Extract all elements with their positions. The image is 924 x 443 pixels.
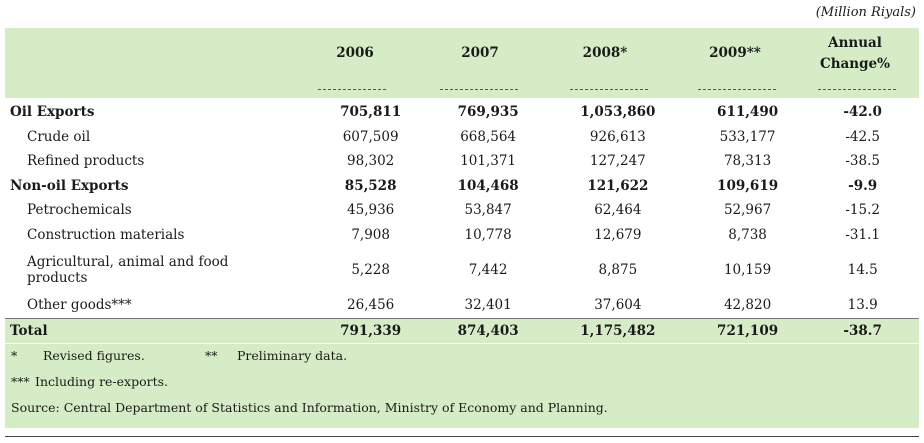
cell-change: -31.1 bbox=[845, 226, 880, 243]
unit-note: (Million Riyals) bbox=[815, 5, 916, 20]
cell-2009: 109,619 bbox=[717, 177, 779, 194]
cell-2006: 45,936 bbox=[347, 202, 395, 219]
cell-2008: 1,175,482 bbox=[546, 318, 689, 343]
exports-table: Oil Exports 705,811 769,935 1,053,860 61… bbox=[5, 100, 919, 343]
row-label: Other goods*** bbox=[27, 297, 132, 314]
table-row-non-oil-exports: Non-oil Exports 85,528 104,468 121,622 1… bbox=[5, 174, 919, 199]
cell-2007: 874,403 bbox=[429, 318, 547, 343]
column-header-change-line1: Annual bbox=[828, 35, 882, 51]
cell-2006: 7,908 bbox=[351, 226, 390, 243]
cell-change: -38.5 bbox=[845, 153, 880, 170]
cell-2006: 5,228 bbox=[351, 262, 390, 278]
cell-2006: 705,811 bbox=[340, 104, 402, 121]
cell-2009: 52,967 bbox=[723, 202, 772, 219]
cell-change: -15.2 bbox=[845, 202, 880, 219]
cell-2009: 721,109 bbox=[688, 318, 807, 343]
footnote-reexports-mark: *** bbox=[11, 374, 30, 389]
cell-change: -42.5 bbox=[845, 128, 880, 145]
column-header-2006: 2006 bbox=[336, 45, 374, 61]
header-dash-2007 bbox=[440, 89, 518, 90]
table-row-petrochemicals: Petrochemicals 45,936 53,847 62,464 52,9… bbox=[5, 198, 919, 223]
footnote-prelim-text: Preliminary data. bbox=[237, 348, 348, 363]
row-label: Oil Exports bbox=[10, 104, 95, 121]
row-label-line1: Agricultural, animal and food bbox=[27, 254, 229, 270]
footnote-revised-text: Revised figures. bbox=[43, 348, 145, 363]
table-row-construction-materials: Construction materials 7,908 10,778 12,6… bbox=[5, 223, 919, 248]
footnote-revised-mark: * bbox=[11, 348, 18, 363]
column-header-2009: 2009** bbox=[709, 45, 761, 61]
header-dash-2006 bbox=[318, 89, 386, 90]
column-header-2007: 2007 bbox=[461, 45, 499, 61]
table-header-band bbox=[5, 28, 919, 98]
footnote-prelim-mark: ** bbox=[205, 348, 218, 363]
cell-2007: 53,847 bbox=[464, 202, 512, 219]
cell-2006: 26,456 bbox=[347, 297, 395, 314]
row-label: Construction materials bbox=[27, 226, 185, 243]
cell-2009: 8,738 bbox=[728, 226, 767, 243]
row-label: Refined products bbox=[27, 153, 145, 170]
cell-2007: 101,371 bbox=[460, 153, 517, 170]
cell-2008: 12,679 bbox=[594, 226, 642, 243]
cell-2006: 85,528 bbox=[344, 177, 397, 194]
cell-2007: 104,468 bbox=[457, 177, 519, 194]
cell-2006: 98,302 bbox=[347, 153, 395, 170]
cell-2008: 8,875 bbox=[598, 262, 638, 278]
cell-2008: 926,613 bbox=[589, 128, 646, 145]
row-label: Total bbox=[5, 318, 312, 343]
column-header-2008: 2008* bbox=[582, 45, 628, 61]
bottom-rule bbox=[5, 436, 919, 437]
row-label: Agricultural, animal and food products bbox=[5, 247, 312, 293]
cell-2008: 121,622 bbox=[587, 177, 649, 194]
cell-2007: 10,778 bbox=[464, 226, 512, 243]
cell-2006: 791,339 bbox=[311, 318, 430, 343]
cell-2008: 127,247 bbox=[589, 153, 646, 170]
header-dash-2008 bbox=[570, 89, 648, 90]
row-label-line2: products bbox=[27, 270, 88, 286]
table-row-total: Total 791,339 874,403 1,175,482 721,109 … bbox=[5, 318, 919, 343]
header-dash-2009 bbox=[698, 89, 776, 90]
cell-2008: 62,464 bbox=[594, 202, 642, 219]
column-header-change-line2: Change% bbox=[820, 56, 890, 72]
cell-change: -9.9 bbox=[848, 177, 878, 194]
footnotes-band: * Revised figures. ** Preliminary data. … bbox=[5, 344, 919, 428]
cell-2007: 7,442 bbox=[468, 262, 508, 278]
row-label: Non-oil Exports bbox=[10, 177, 129, 194]
cell-2006: 607,509 bbox=[342, 128, 399, 145]
cell-2009: 10,159 bbox=[723, 262, 772, 278]
cell-change: -42.0 bbox=[843, 104, 882, 121]
cell-change: 13.9 bbox=[847, 297, 878, 314]
footnote-reexports-text: Including re-exports. bbox=[35, 374, 169, 389]
table-row-oil-exports: Oil Exports 705,811 769,935 1,053,860 61… bbox=[5, 100, 919, 125]
cell-2009: 611,490 bbox=[717, 104, 779, 121]
row-label: Petrochemicals bbox=[27, 202, 132, 219]
footnote-source: Source: Central Department of Statistics… bbox=[11, 400, 608, 415]
cell-change: -38.7 bbox=[806, 318, 919, 343]
cell-2009: 42,820 bbox=[723, 297, 772, 314]
cell-2007: 32,401 bbox=[464, 297, 512, 314]
row-label: Crude oil bbox=[27, 128, 91, 145]
cell-2008: 37,604 bbox=[594, 297, 642, 314]
cell-2009: 78,313 bbox=[723, 153, 772, 170]
table-row-crude-oil: Crude oil 607,509 668,564 926,613 533,17… bbox=[5, 125, 919, 150]
cell-change: 14.5 bbox=[847, 262, 878, 278]
table-row-agricultural-products: Agricultural, animal and food products 5… bbox=[5, 247, 919, 293]
cell-2008: 1,053,860 bbox=[580, 104, 656, 121]
cell-2007: 769,935 bbox=[457, 104, 519, 121]
cell-2007: 668,564 bbox=[460, 128, 517, 145]
table-row-other-goods: Other goods*** 26,456 32,401 37,604 42,8… bbox=[5, 293, 919, 318]
table-row-refined-products: Refined products 98,302 101,371 127,247 … bbox=[5, 149, 919, 174]
cell-2009: 533,177 bbox=[719, 128, 776, 145]
header-dash-change bbox=[818, 89, 896, 90]
